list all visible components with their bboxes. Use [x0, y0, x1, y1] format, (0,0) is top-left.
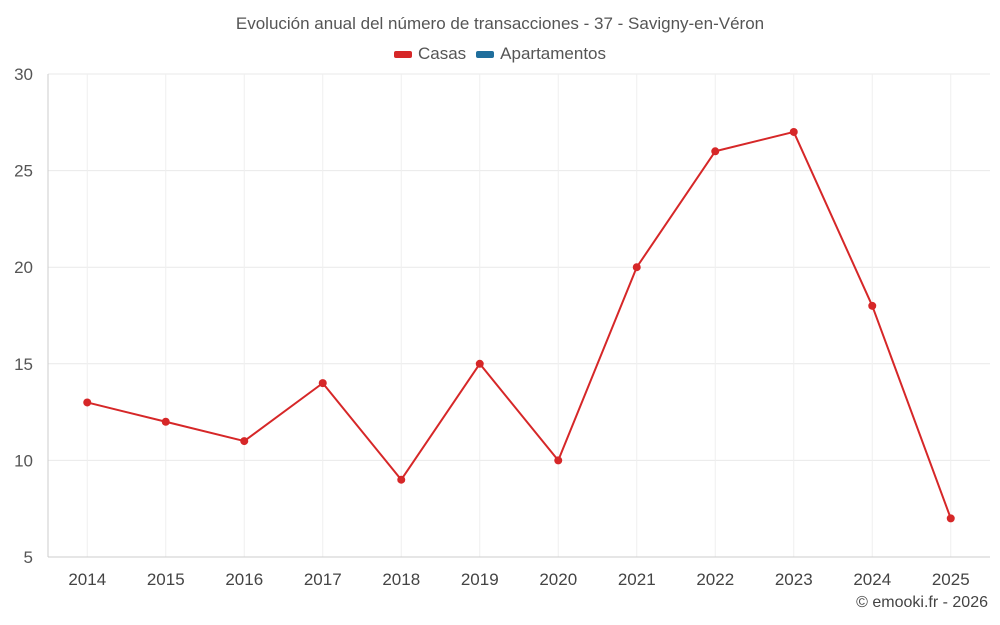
x-tick-label: 2022	[696, 570, 734, 589]
legend-item-apartamentos[interactable]: Apartamentos	[476, 44, 606, 64]
y-tick-label: 30	[14, 65, 33, 84]
legend-item-casas[interactable]: Casas	[393, 44, 467, 64]
x-tick-label: 2023	[775, 570, 813, 589]
x-tick-label: 2019	[461, 570, 499, 589]
data-point-casas	[83, 398, 92, 407]
legend: Casas Apartamentos	[0, 44, 1000, 64]
legend-label-apartamentos: Apartamentos	[500, 44, 607, 63]
data-point-casas	[240, 437, 249, 446]
y-tick-label: 20	[14, 258, 33, 277]
legend-swatch-casas	[393, 50, 412, 58]
data-point-casas	[161, 417, 170, 426]
series-line-casas	[87, 130, 952, 519]
y-tick-label: 15	[14, 355, 33, 374]
x-tick-label: 2017	[304, 570, 342, 589]
x-tick-label: 2018	[382, 570, 420, 589]
legend-swatch-apartamentos	[476, 50, 495, 58]
data-point-casas	[789, 127, 798, 136]
grid	[48, 73, 990, 558]
data-point-casas	[397, 475, 406, 484]
credit-text: © emooki.fr - 2026	[856, 594, 988, 611]
data-point-casas	[632, 263, 641, 272]
legend-label-casas: Casas	[417, 44, 467, 63]
x-tick-label: 2024	[853, 570, 891, 589]
y-tick-label: 5	[24, 548, 33, 567]
chart-title: Evolución anual del número de transaccio…	[235, 14, 765, 33]
series-layer	[83, 127, 955, 523]
y-tick-label: 10	[14, 451, 33, 470]
data-point-casas	[554, 456, 563, 465]
data-point-casas	[711, 147, 720, 156]
x-tick-label: 2020	[539, 570, 577, 589]
data-point-casas	[868, 301, 877, 310]
x-tick-label: 2025	[932, 570, 970, 589]
x-tick-label: 2015	[147, 570, 185, 589]
data-point-casas	[318, 379, 327, 388]
data-point-casas	[946, 514, 955, 523]
data-point-casas	[475, 359, 484, 368]
x-tick-label: 2016	[225, 570, 263, 589]
y-tick-label: 25	[14, 162, 33, 181]
x-tick-label: 2014	[68, 570, 106, 589]
x-tick-label: 2021	[618, 570, 656, 589]
